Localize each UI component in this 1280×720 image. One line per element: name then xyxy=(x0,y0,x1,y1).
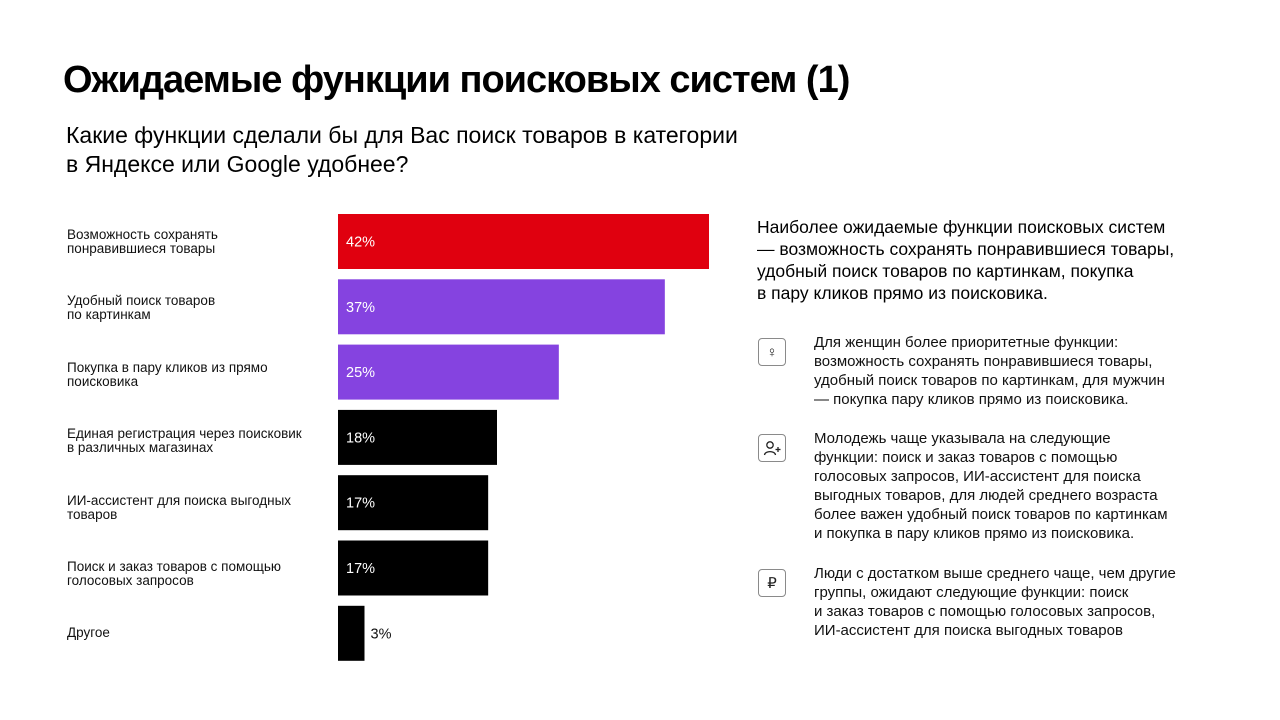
ruble-icon: ₽ xyxy=(758,569,786,597)
note-income: Люди с достатком выше среднего чаще, чем… xyxy=(814,565,1176,639)
bar-value-label: 37% xyxy=(346,300,375,316)
note-women: Для женщин более приоритетные функции: в… xyxy=(814,334,1165,408)
female-symbol-icon: ♀ xyxy=(758,338,786,366)
bar-value-label: 17% xyxy=(346,561,375,577)
bar xyxy=(338,475,489,531)
bar-value-label: 18% xyxy=(346,430,375,446)
bar xyxy=(338,279,665,335)
bar-chart: 42% 37% 25% 18% 17% 17% 3% xyxy=(338,214,709,661)
summary-text: Наиболее ожидаемые функции поисковых сис… xyxy=(757,217,1175,303)
bar xyxy=(338,344,559,400)
category-label: ИИ-ассистент для поиска выгодных товаров xyxy=(67,493,292,522)
bar-value-label: 3% xyxy=(371,626,392,642)
category-label: Поиск и заказ товаров с помощью голосовы… xyxy=(67,559,282,588)
person-plus-icon xyxy=(758,434,786,462)
category-label: Удобный поиск товаров по картинкам xyxy=(67,293,216,322)
category-label: Покупка в пару кликов из прямо поисковик… xyxy=(67,360,268,389)
note-youth: Молодежь чаще указывала на следующие фун… xyxy=(814,430,1168,542)
bar xyxy=(338,540,489,596)
bar-value-label: 17% xyxy=(346,496,375,512)
category-label: Возможность сохранять понравившиеся това… xyxy=(67,227,218,256)
bar xyxy=(338,409,497,465)
category-label: Единая регистрация через поисковик в раз… xyxy=(67,426,302,455)
bar-value-label: 42% xyxy=(346,235,375,251)
chart-question: Какие функции сделали бы для Вас поиск т… xyxy=(66,122,738,177)
page-title: Ожидаемые функции поисковых систем (1) xyxy=(63,59,850,101)
bar-value-label: 25% xyxy=(346,365,375,381)
bar xyxy=(338,214,709,269)
bar xyxy=(338,605,365,661)
category-label: Другое xyxy=(67,625,110,640)
